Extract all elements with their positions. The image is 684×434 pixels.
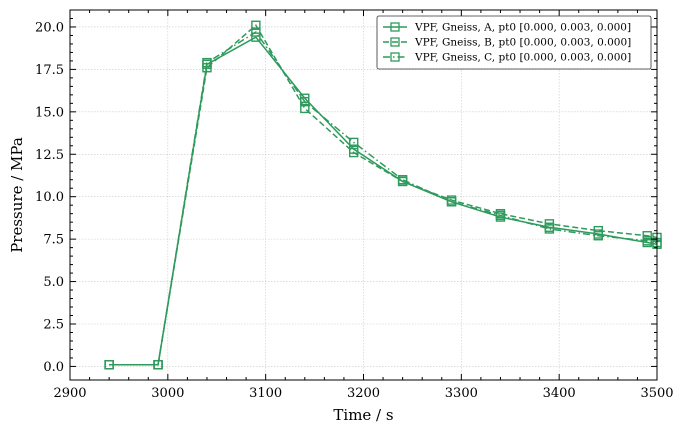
data-point	[202, 57, 212, 68]
data-point	[397, 175, 408, 185]
data-point	[495, 210, 506, 221]
y-tick-label: 10.0	[35, 190, 64, 205]
legend: VPF, Gneiss, A, pt0 [0.000, 0.003, 0.000…	[376, 15, 652, 70]
plot-background	[70, 10, 657, 380]
axis-ticks	[69, 10, 658, 380]
y-tick-label: 5.0	[43, 275, 64, 290]
data-point	[593, 225, 603, 236]
data-point	[300, 103, 310, 114]
data-point	[251, 27, 261, 37]
data-point	[544, 224, 555, 234]
x-tick-label: 3300	[445, 386, 478, 401]
x-tick-label: 3200	[347, 386, 380, 401]
y-tick-label: 15.0	[35, 105, 64, 120]
series-line	[109, 31, 658, 366]
data-point	[300, 96, 310, 107]
legend-marker	[390, 22, 400, 32]
data-point	[251, 20, 261, 30]
legend-box	[376, 15, 652, 70]
data-point	[642, 231, 652, 241]
series-line	[109, 24, 658, 366]
y-tick-label: 0.0	[43, 360, 64, 375]
y-axis-label: Pressure / MPa	[8, 137, 26, 253]
y-tick-label: 17.5	[35, 63, 64, 78]
legend-marker	[390, 37, 400, 47]
x-tick-label: 3000	[151, 386, 184, 401]
legend-label: VPF, Gneiss, A, pt0 [0.000, 0.003, 0.000…	[414, 22, 631, 34]
series-layer	[104, 20, 662, 370]
y-tick-label: 20.0	[35, 20, 64, 35]
tick-labels: 2900 3000 3100 3200 3300 3400 3500 0.0 2.5 5.0 7.5…	[35, 20, 674, 401]
data-point	[251, 32, 261, 42]
x-tick-label: 3100	[249, 386, 282, 401]
data-point	[446, 197, 457, 207]
data-point	[153, 360, 163, 370]
y-tick-label: 7.5	[43, 233, 64, 248]
x-tick-label: 3500	[640, 386, 673, 401]
x-tick-label: 3400	[543, 386, 576, 401]
data-point	[642, 236, 652, 246]
legend-label: VPF, Gneiss, B, pt0 [0.000, 0.003, 0.000…	[414, 37, 631, 49]
data-point	[349, 137, 359, 148]
legend-label: VPF, Gneiss, C, pt0 [0.000, 0.003, 0.000…	[414, 52, 631, 64]
x-tick-label: 2900	[53, 386, 86, 401]
legend-marker	[390, 52, 400, 62]
y-tick-label: 12.5	[35, 148, 64, 163]
x-axis-label: Time / s	[333, 406, 393, 424]
data-point	[544, 219, 555, 229]
data-point	[593, 231, 603, 241]
y-tick-label: 2.5	[43, 317, 64, 332]
data-point	[104, 360, 114, 370]
data-point	[349, 147, 359, 158]
